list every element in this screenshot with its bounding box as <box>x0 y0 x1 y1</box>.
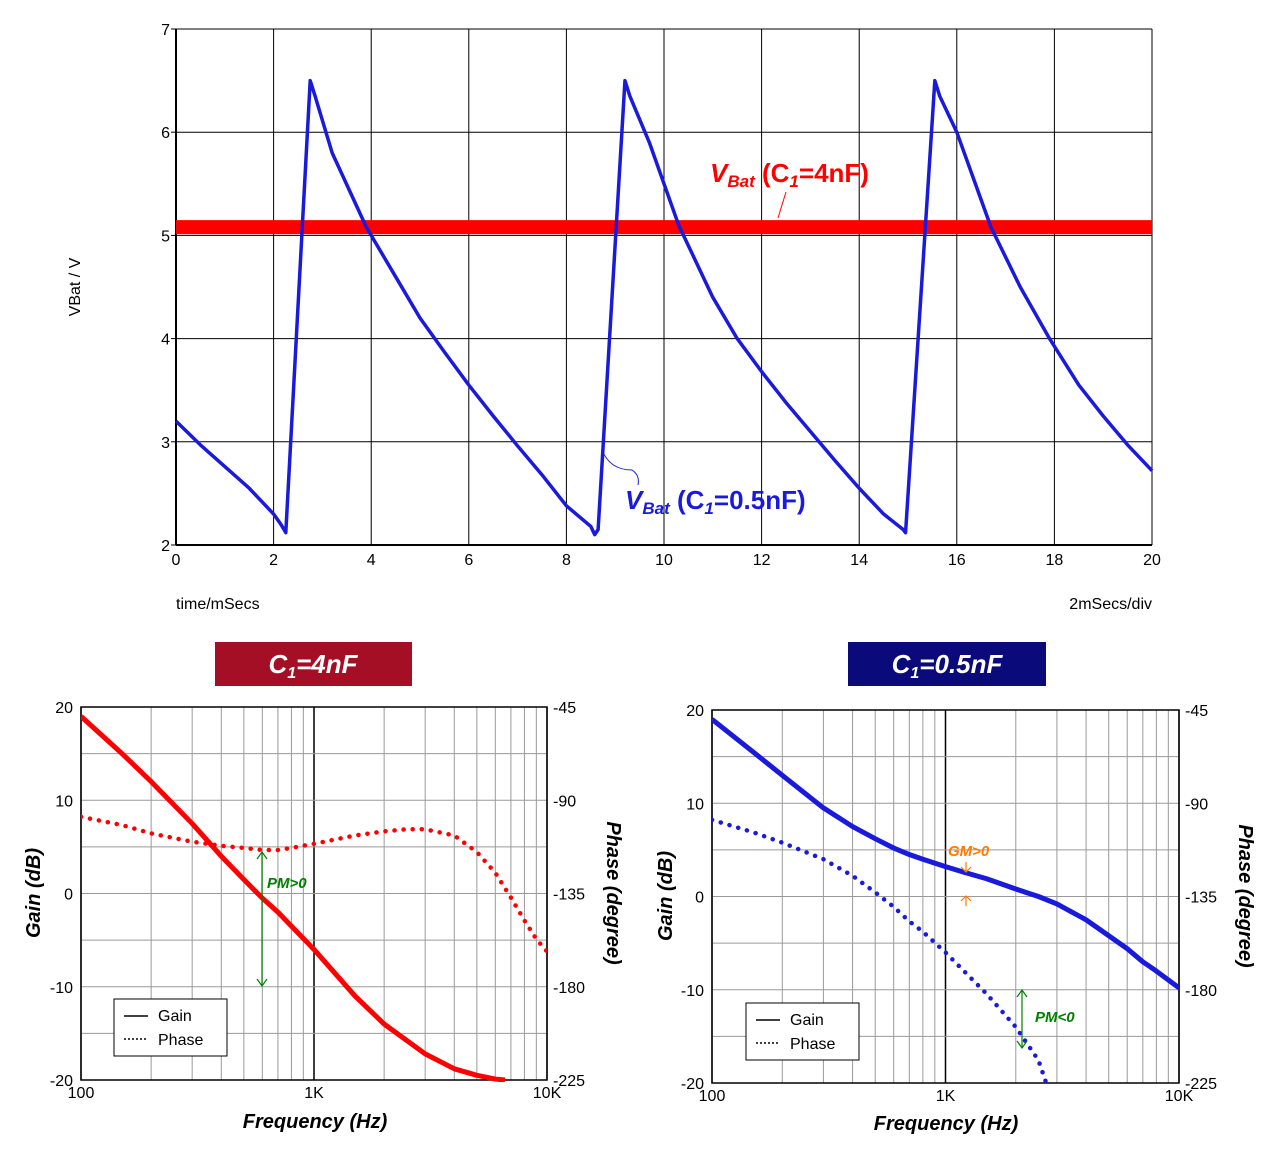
bl-xtick-label: 1K <box>304 1085 324 1102</box>
top-grid <box>171 28 1153 546</box>
br-gm-label: GM>0 <box>948 843 990 860</box>
br-legend-phase: Phase <box>790 1036 835 1053</box>
br-ylabel: Gain (dB) <box>655 851 677 941</box>
bl-legend <box>113 998 228 1057</box>
top-scale-note: 2mSecs/div <box>1069 596 1152 613</box>
bl-legend-phase: Phase <box>158 1032 203 1049</box>
br-xtick-label: 10K <box>1165 1088 1194 1105</box>
top-xtick-label: 6 <box>464 552 473 569</box>
top-xtick-label: 18 <box>1046 552 1064 569</box>
top-xtick-label: 16 <box>948 552 966 569</box>
top-series <box>174 78 1154 537</box>
bl-y2tick-label: -225 <box>553 1073 585 1090</box>
top-ylabel: VBat / V <box>67 257 84 316</box>
br-legend <box>745 1002 860 1061</box>
br-pm-label: PM<0 <box>1035 1009 1075 1026</box>
br-ytick-label: -20 <box>681 1076 704 1093</box>
bl-ytick-label: -20 <box>50 1073 73 1090</box>
top-xlabel: time/mSecs <box>176 596 260 613</box>
bl-title: C1=4nF <box>268 649 358 682</box>
br-ytick-label: 20 <box>686 703 704 720</box>
bl-xtick-label: 100 <box>68 1085 95 1102</box>
bl-y2tick-label: -180 <box>553 980 585 997</box>
top-ytick-label: 3 <box>161 435 170 452</box>
br-legend-gain: Gain <box>790 1012 824 1029</box>
br-title-box <box>848 642 1046 686</box>
bl-pm-arrow <box>256 850 268 988</box>
br-xtick-label: 1K <box>936 1088 956 1105</box>
bl-y2tick-label: -90 <box>553 793 576 810</box>
bl-phase-line <box>81 814 547 954</box>
bl-ytick-label: 10 <box>55 793 73 810</box>
top-ytick-label: 4 <box>161 332 170 349</box>
bode-c1-05nf: C1=0.5nF 100 1K 10K20100-10-20-45-90-135-1… <box>655 642 1256 1135</box>
red-label-leader <box>777 191 787 219</box>
top-ytick-label: 2 <box>161 538 170 555</box>
bl-xlabel: Frequency (Hz) <box>243 1111 388 1133</box>
br-series <box>712 717 1179 1085</box>
bl-y2tick-label: -135 <box>553 887 585 904</box>
bl-legend-gain: Gain <box>158 1008 192 1025</box>
br-y2tick-label: -225 <box>1185 1076 1217 1093</box>
br-pm-arrow <box>1016 988 1028 1050</box>
top-xtick-label: 8 <box>562 552 571 569</box>
top-ytick-label: 5 <box>161 228 170 245</box>
blue-label-leader <box>601 449 639 486</box>
top-xtick-label: 12 <box>753 552 771 569</box>
top-xtick-label: 0 <box>172 552 181 569</box>
br-y2tick-label: -90 <box>1185 796 1208 813</box>
bl-ytick-label: 0 <box>64 887 73 904</box>
bl-y2label: Phase (degree) <box>602 821 624 965</box>
br-ytick-label: 10 <box>686 796 704 813</box>
br-xlabel: Frequency (Hz) <box>874 1113 1019 1135</box>
bl-series <box>81 714 547 1082</box>
br-y2tick-label: -180 <box>1185 983 1217 1000</box>
top-xtick-label: 10 <box>655 552 673 569</box>
bl-ytick-label: -10 <box>50 980 73 997</box>
br-grid <box>711 709 1180 1084</box>
bl-frame <box>80 706 548 1081</box>
br-y2label: Phase (degree) <box>1234 824 1256 968</box>
br-ytick-label: -10 <box>681 983 704 1000</box>
bl-y2tick-label: -45 <box>553 700 576 717</box>
br-y2tick-label: -135 <box>1185 890 1217 907</box>
top-xtick-label: 20 <box>1143 552 1161 569</box>
br-title: C1=0.5nF <box>892 649 1004 682</box>
red-series-label: VBat (C1=4nF) <box>710 158 869 191</box>
bl-grid <box>80 706 548 1081</box>
br-gain-line <box>712 717 1179 990</box>
blue-series-label: VBat (C1=0.5nF) <box>625 485 806 518</box>
bl-pm-label: PM>0 <box>267 875 307 892</box>
top-ytick-label: 6 <box>161 125 170 142</box>
top-xtick-label: 14 <box>850 552 868 569</box>
br-frame <box>711 709 1180 1084</box>
bode-c1-4nf: C1=4nF 100 1K 10K20100-10-20-45-90-135-180… <box>23 642 624 1133</box>
bl-gain-line <box>81 714 506 1082</box>
bl-ytick-label: 20 <box>55 700 73 717</box>
top-xtick-label: 2 <box>269 552 278 569</box>
top-xtick-label: 4 <box>367 552 376 569</box>
bl-xtick-label: 10K <box>533 1085 562 1102</box>
top-ytick-label: 7 <box>161 22 170 39</box>
bl-title-box <box>215 642 412 686</box>
br-y2tick-label: -45 <box>1185 703 1208 720</box>
series-vbat-05nf-line <box>174 78 1154 537</box>
br-xtick-label: 100 <box>699 1088 726 1105</box>
bl-ylabel: Gain (dB) <box>23 848 45 938</box>
br-ytick-label: 0 <box>695 890 704 907</box>
br-gm-arrows <box>960 862 972 906</box>
